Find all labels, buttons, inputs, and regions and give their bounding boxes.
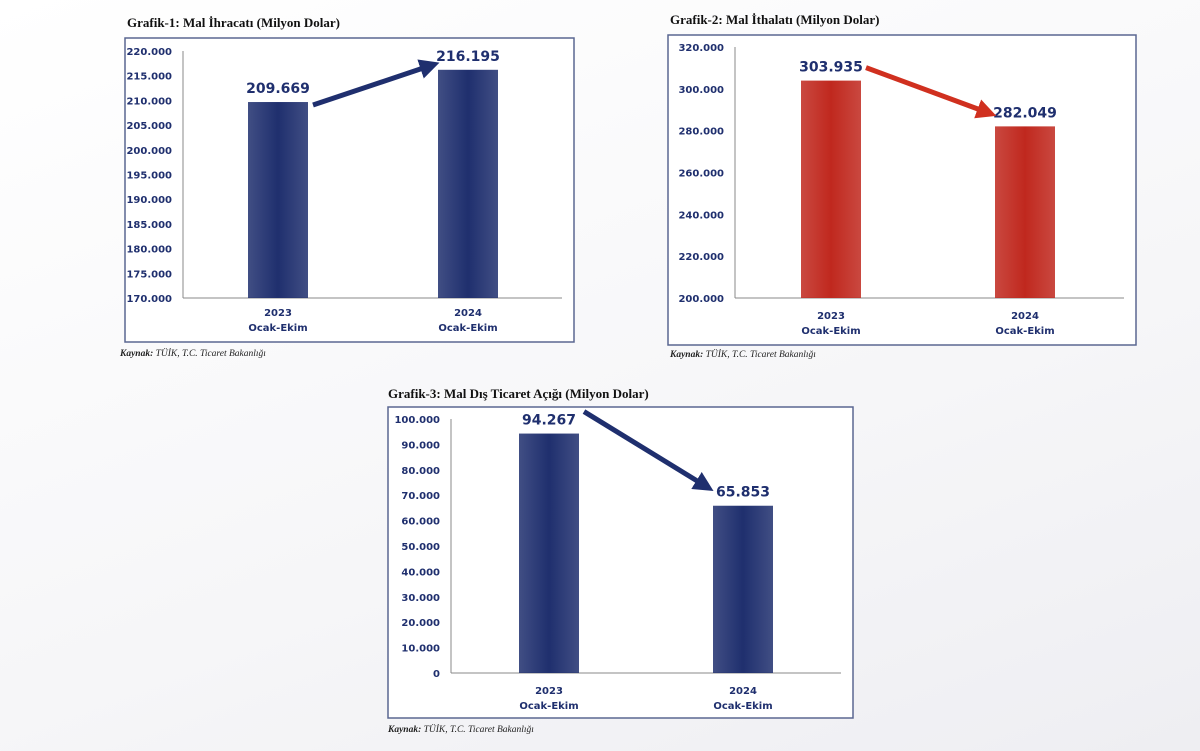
x-category-label: Ocak-Ekim <box>438 323 497 334</box>
chart-1-frame <box>124 37 575 343</box>
bar-2024 <box>713 505 773 673</box>
data-label: 216.195 <box>436 49 500 65</box>
x-category-label: 2023 <box>535 686 563 697</box>
data-label: 65.853 <box>716 485 770 501</box>
chart-2-title: Grafik-2: Mal İthalatı (Milyon Dolar) <box>670 12 880 27</box>
y-tick-label: 280.000 <box>678 127 724 138</box>
y-tick-label: 60.000 <box>401 517 440 528</box>
bar-2023 <box>801 80 861 298</box>
y-tick-label: 200.000 <box>126 146 172 157</box>
trend-arrow <box>582 409 714 491</box>
y-tick-label: 30.000 <box>401 593 440 604</box>
y-tick-label: 220.000 <box>126 47 172 58</box>
y-tick-label: 190.000 <box>126 195 172 206</box>
chart-1-title: Grafik-1: Mal İhracatı (Milyon Dolar) <box>127 15 341 30</box>
trend-arrow <box>865 65 997 119</box>
y-tick-label: 195.000 <box>126 171 172 182</box>
y-tick-label: 70.000 <box>401 491 440 502</box>
trend-arrow <box>312 59 440 108</box>
x-category-label: Ocak-Ekim <box>995 326 1054 337</box>
bar-2024 <box>438 69 498 299</box>
y-tick-label: 80.000 <box>401 466 440 477</box>
y-tick-label: 220.000 <box>678 252 724 263</box>
y-tick-label: 100.000 <box>394 415 440 426</box>
y-tick-label: 20.000 <box>401 618 440 629</box>
y-tick-label: 90.000 <box>401 440 440 451</box>
y-tick-label: 260.000 <box>678 169 724 180</box>
x-category-label: 2024 <box>729 686 757 697</box>
chart-3-frame <box>387 406 854 719</box>
y-tick-label: 240.000 <box>678 210 724 221</box>
y-tick-label: 300.000 <box>678 85 724 96</box>
y-tick-label: 180.000 <box>126 245 172 256</box>
y-tick-label: 170.000 <box>126 294 172 305</box>
x-category-label: 2023 <box>264 308 292 319</box>
y-tick-label: 50.000 <box>401 542 440 553</box>
x-category-label: Ocak-Ekim <box>519 701 578 712</box>
y-tick-label: 10.000 <box>401 644 440 655</box>
x-category-label: 2024 <box>454 308 482 319</box>
y-tick-label: 320.000 <box>678 43 724 54</box>
bar-2024 <box>995 126 1055 298</box>
chart-3-source: Kaynak: TÜİK, T.C. Ticaret Bakanlığı <box>388 725 534 735</box>
bar-2023 <box>519 433 579 673</box>
y-tick-label: 205.000 <box>126 121 172 132</box>
data-label: 282.049 <box>993 105 1057 121</box>
chart-3-title: Grafik-3: Mal Dış Ticaret Açığı (Milyon … <box>388 386 649 401</box>
x-category-label: 2023 <box>817 311 845 322</box>
data-label: 209.669 <box>246 81 310 97</box>
y-tick-label: 200.000 <box>678 294 724 305</box>
y-tick-label: 40.000 <box>401 567 440 578</box>
x-category-label: Ocak-Ekim <box>801 326 860 337</box>
y-tick-label: 215.000 <box>126 72 172 83</box>
data-label: 303.935 <box>799 60 863 76</box>
x-category-label: 2024 <box>1011 311 1039 322</box>
y-tick-label: 185.000 <box>126 220 172 231</box>
y-tick-label: 175.000 <box>126 269 172 280</box>
y-tick-label: 0 <box>433 669 440 680</box>
chart-1-source: Kaynak: TÜİK, T.C. Ticaret Bakanlığı <box>120 349 266 359</box>
x-category-label: Ocak-Ekim <box>713 701 772 712</box>
bar-2023 <box>248 102 308 298</box>
chart-2-frame <box>667 34 1137 346</box>
x-category-label: Ocak-Ekim <box>248 323 307 334</box>
y-tick-label: 210.000 <box>126 96 172 107</box>
data-label: 94.267 <box>522 413 576 429</box>
chart-2-source: Kaynak: TÜİK, T.C. Ticaret Bakanlığı <box>670 350 816 360</box>
